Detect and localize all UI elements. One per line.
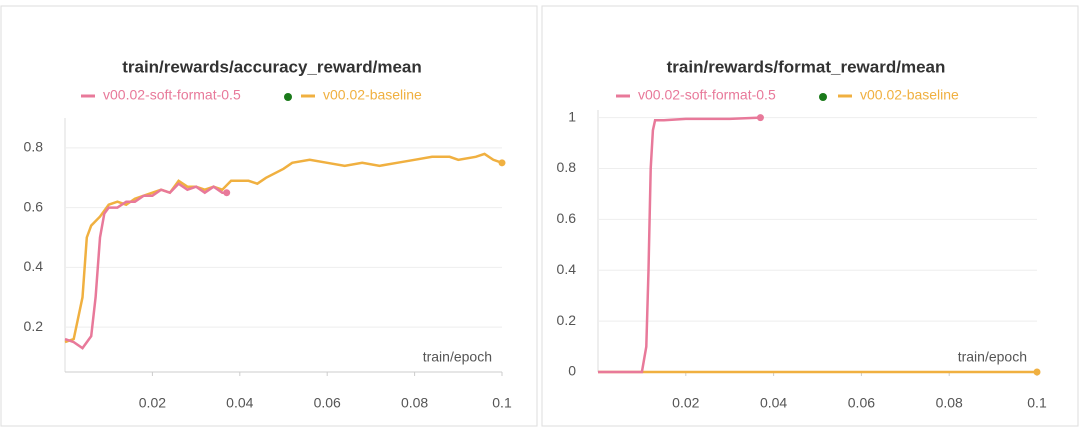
x-axis-label: train/epoch bbox=[958, 349, 1027, 365]
x-axis-label: train/epoch bbox=[423, 349, 492, 365]
x-tick-label: 0.1 bbox=[492, 395, 512, 411]
chart-title: train/rewards/accuracy_reward/mean bbox=[122, 57, 422, 76]
legend-status bbox=[284, 93, 292, 101]
series-line bbox=[598, 116, 761, 374]
end-point bbox=[223, 189, 231, 197]
x-tick-label: 0.04 bbox=[760, 395, 787, 411]
legend-label: v00.02-baseline bbox=[323, 87, 422, 103]
legend-label: v00.02-baseline bbox=[860, 87, 959, 103]
panel bbox=[541, 5, 1079, 427]
y-tick-label: 1 bbox=[568, 108, 576, 124]
y-tick-label: 0.8 bbox=[557, 159, 577, 175]
series-line bbox=[64, 152, 503, 344]
legend-label: v00.02-soft-format-0.5 bbox=[103, 87, 241, 103]
y-tick-label: 0.4 bbox=[24, 258, 44, 274]
end-point bbox=[498, 159, 506, 167]
y-tick-label: 0.6 bbox=[24, 198, 44, 214]
y-tick-label: 0.8 bbox=[24, 139, 44, 155]
x-tick-label: 0.1 bbox=[1027, 395, 1047, 411]
y-tick-label: 0 bbox=[568, 363, 576, 379]
x-tick-label: 0.08 bbox=[401, 395, 428, 411]
end-point bbox=[1033, 368, 1041, 376]
panel bbox=[0, 5, 538, 427]
x-tick-label: 0.08 bbox=[936, 395, 963, 411]
y-tick-label: 0.2 bbox=[557, 312, 577, 328]
y-tick-label: 0.2 bbox=[24, 318, 44, 334]
x-tick-label: 0.02 bbox=[672, 395, 699, 411]
end-point bbox=[756, 114, 764, 122]
x-tick-label: 0.02 bbox=[139, 395, 166, 411]
y-tick-label: 0.4 bbox=[557, 261, 577, 277]
y-tick-label: 0.6 bbox=[557, 210, 577, 226]
x-tick-label: 0.06 bbox=[314, 395, 341, 411]
x-tick-label: 0.04 bbox=[226, 395, 253, 411]
legend-label: v00.02-soft-format-0.5 bbox=[638, 87, 776, 103]
legend-status bbox=[819, 93, 827, 101]
series-line bbox=[64, 182, 227, 350]
chart-title: train/rewards/format_reward/mean bbox=[667, 57, 946, 76]
x-tick-label: 0.06 bbox=[848, 395, 875, 411]
